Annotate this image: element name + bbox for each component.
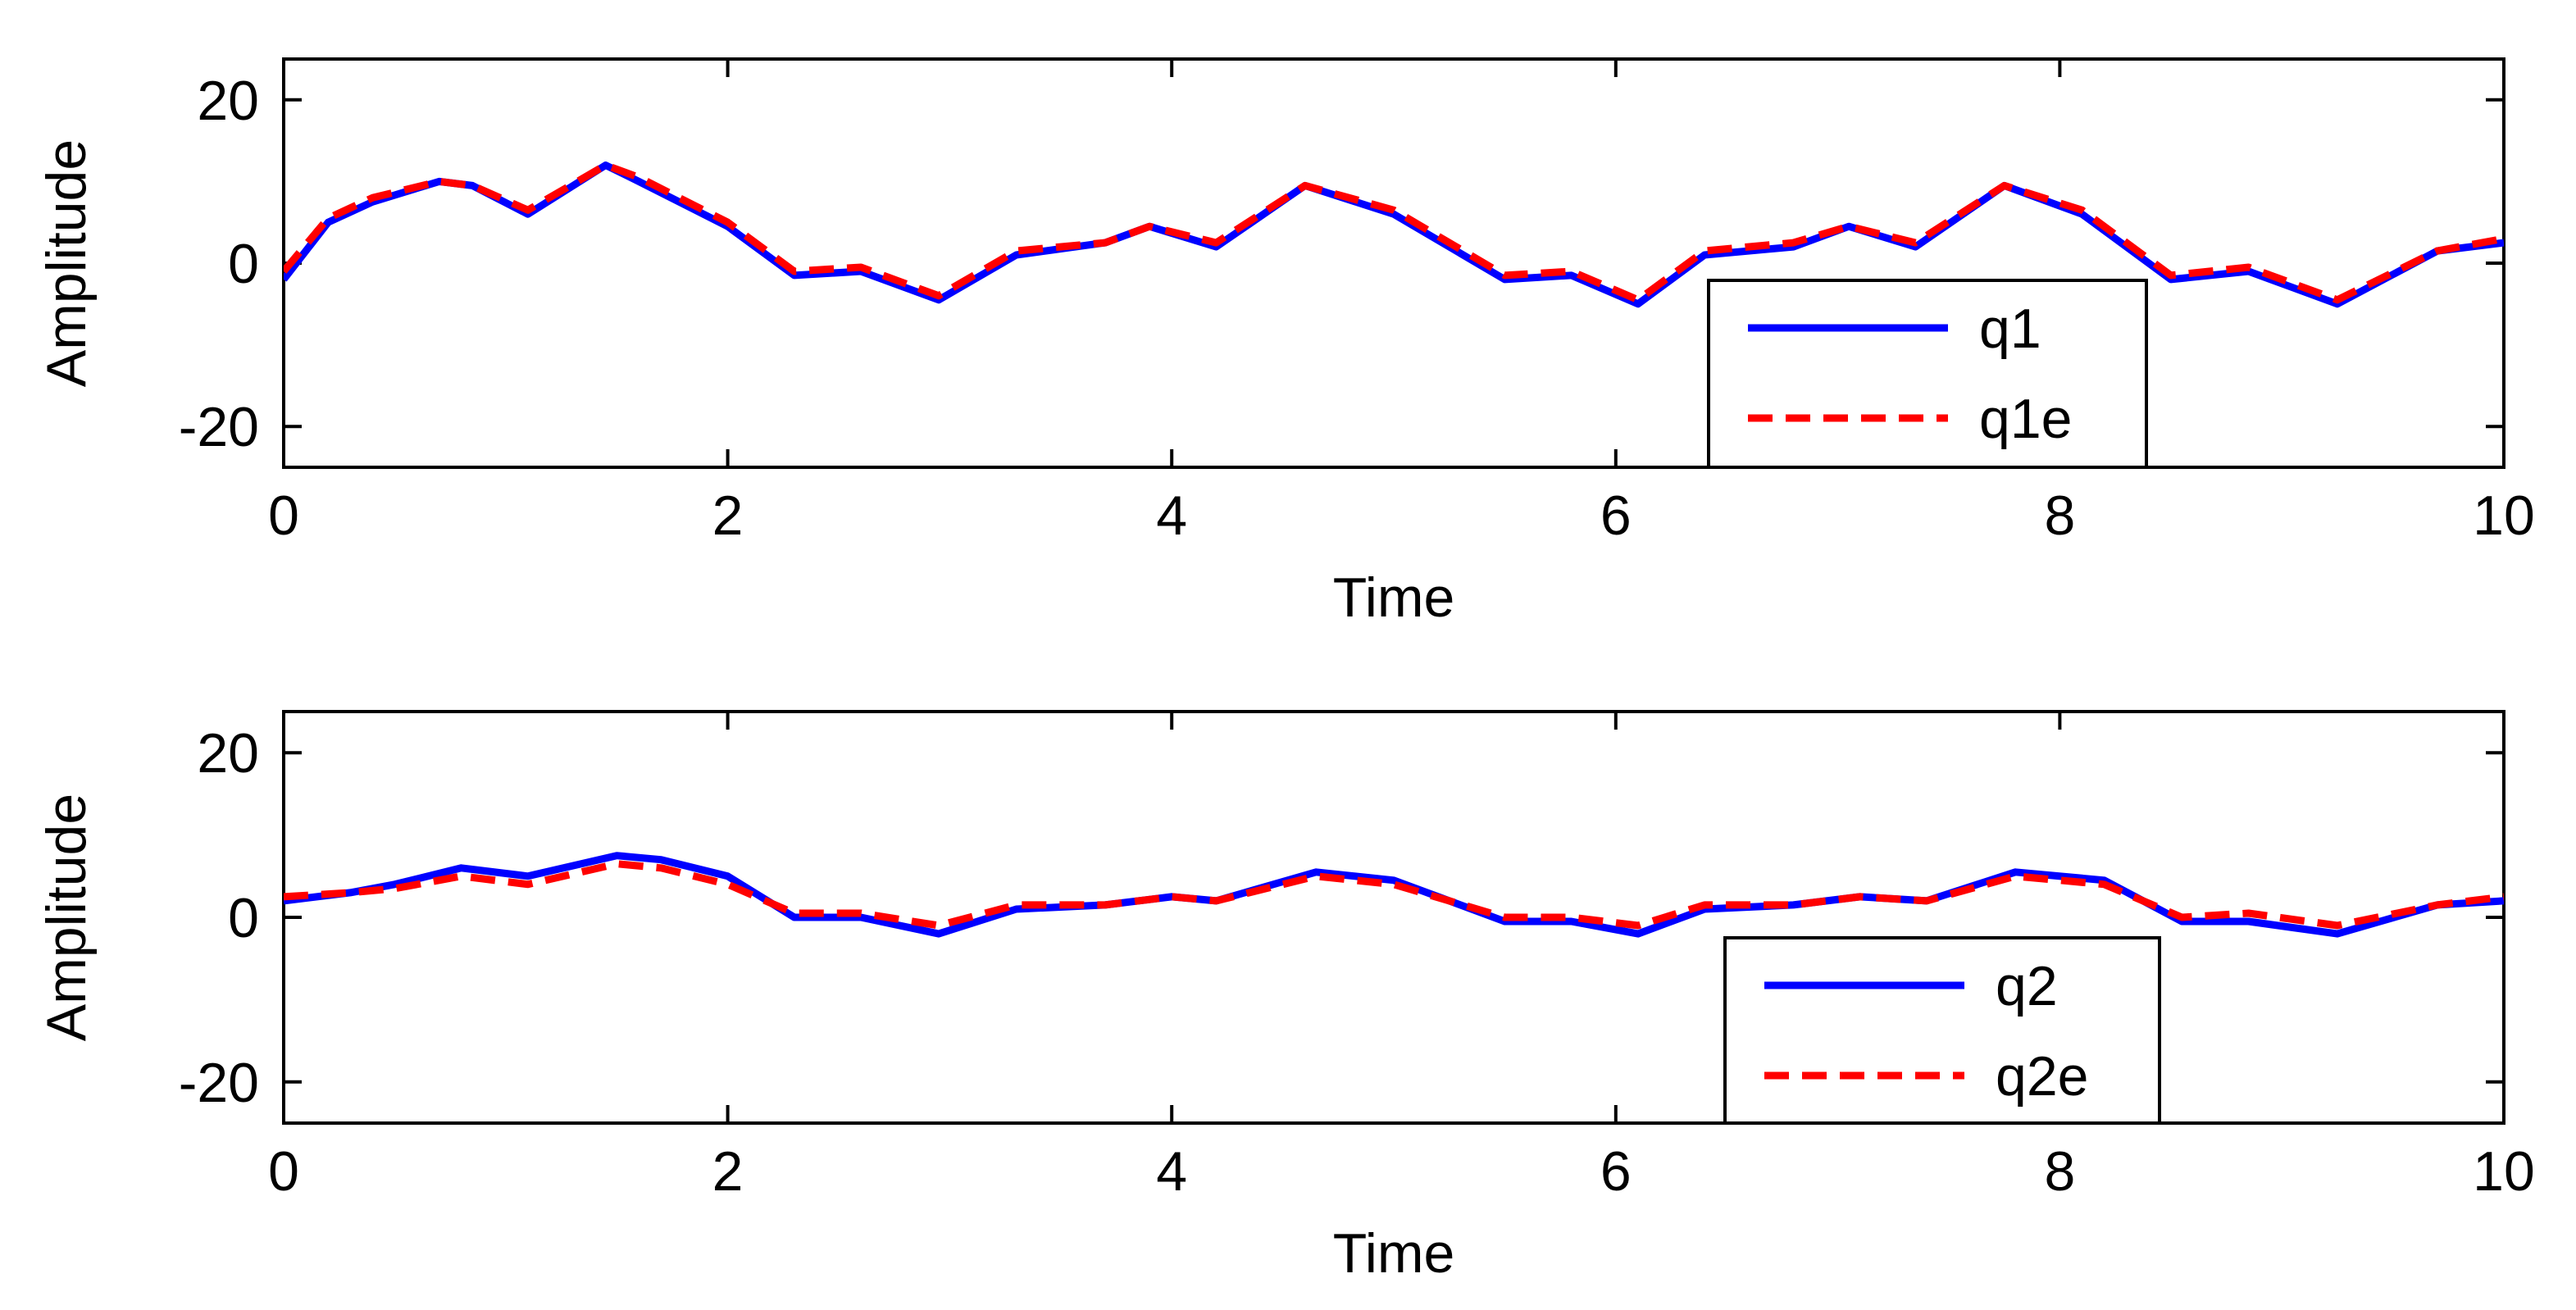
x-tick-label: 8: [2044, 1140, 2075, 1203]
x-tick-label: 10: [2473, 484, 2535, 547]
y-axis-label: Amplitude: [35, 794, 98, 1041]
legend-box: [1707, 279, 2148, 469]
x-tick-label: 10: [2473, 1140, 2535, 1203]
x-tick-label: 4: [1156, 484, 1187, 547]
x-tick-label: 6: [1600, 1140, 1632, 1203]
legend-label-q1: q1: [1979, 298, 2041, 360]
series-line-q2: [284, 852, 2504, 938]
series-line-q2e: [284, 860, 2504, 930]
legend-box: [1723, 936, 2161, 1125]
y-tick-label: 0: [228, 887, 259, 949]
x-tick-label: 8: [2044, 484, 2075, 547]
y-tick-label: 20: [197, 722, 259, 785]
x-tick-label: 2: [712, 1140, 744, 1203]
x-tick-label: 0: [268, 1140, 299, 1203]
x-tick-label: 4: [1156, 1140, 1187, 1203]
x-axis-label: Time: [1333, 566, 1455, 629]
x-tick-label: 0: [268, 484, 299, 547]
axes-box: [282, 57, 2505, 469]
y-tick-label: 0: [228, 233, 259, 295]
y-tick-label: -20: [179, 396, 259, 458]
y-tick-label: -20: [179, 1052, 259, 1114]
y-tick-label: 20: [197, 70, 259, 132]
x-tick-label: 2: [712, 484, 744, 547]
legend-label-q2e: q2e: [1996, 1045, 2088, 1108]
x-tick-label: 6: [1600, 484, 1632, 547]
legend-label-q1e: q1e: [1979, 388, 2072, 450]
x-axis-label: Time: [1333, 1222, 1455, 1285]
series-line-q1e: [284, 161, 2504, 304]
y-axis-label: Amplitude: [35, 139, 98, 387]
legend-label-q2: q2: [1996, 955, 2058, 1017]
